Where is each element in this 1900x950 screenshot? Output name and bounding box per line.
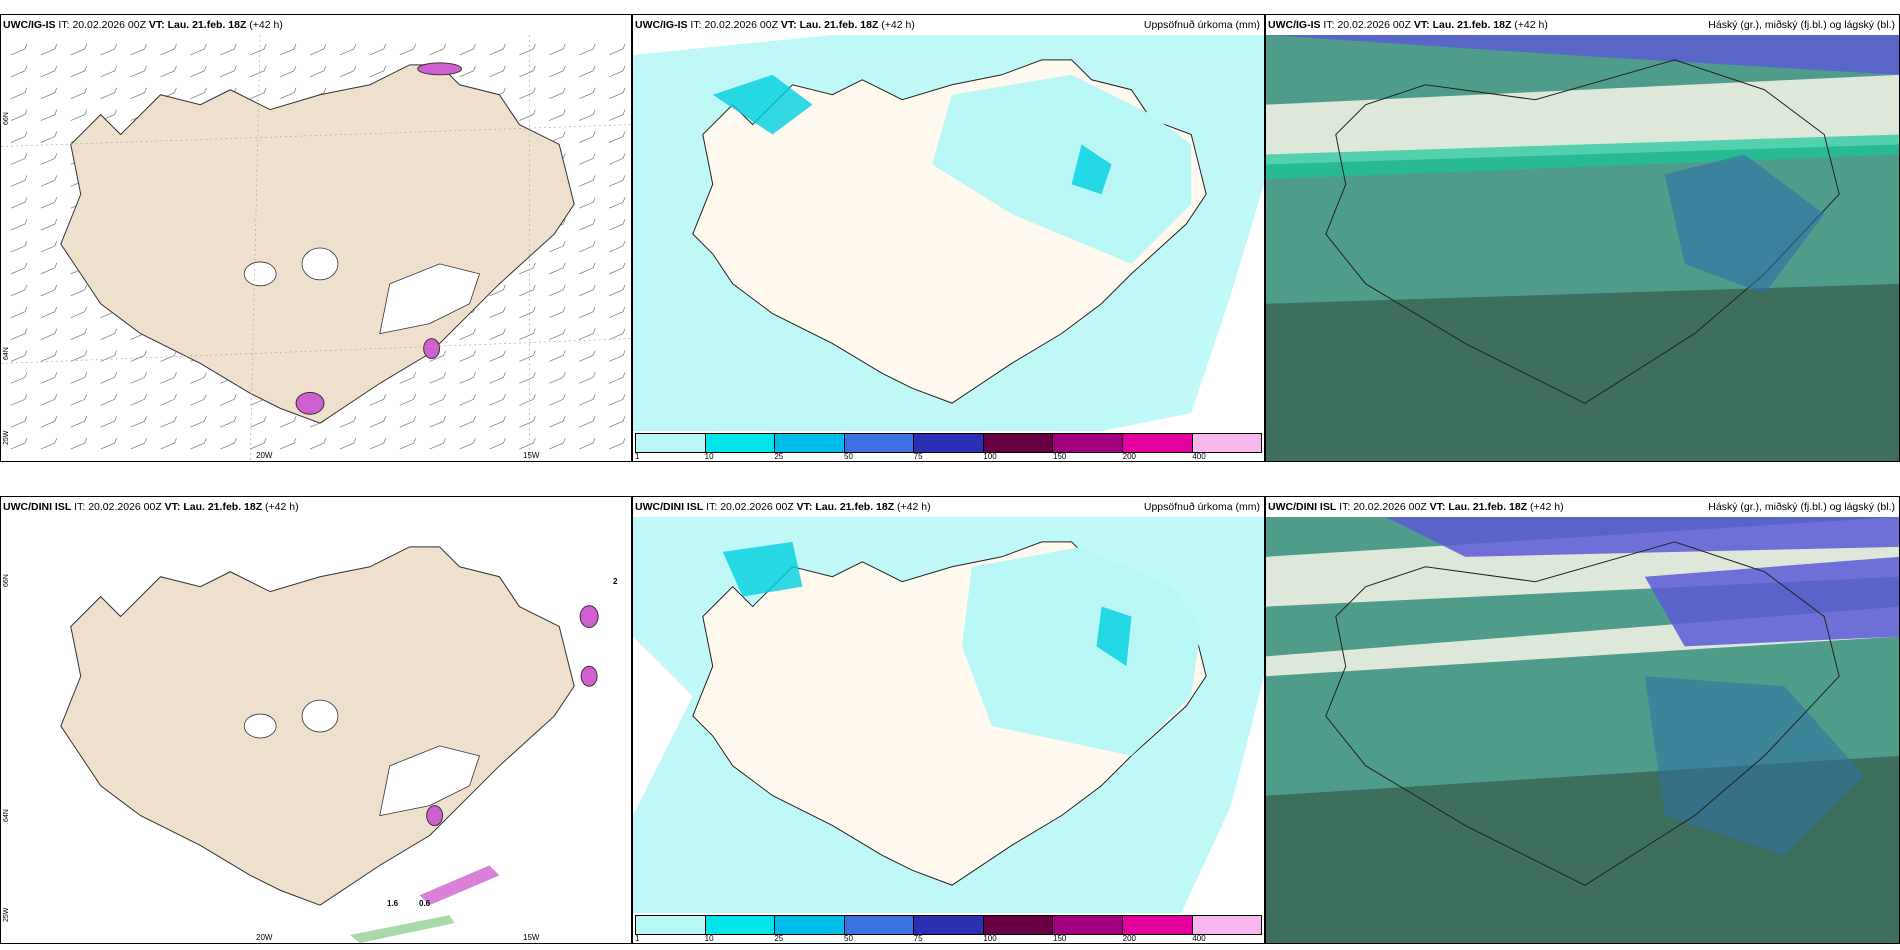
colorbar-label: 100 (983, 452, 997, 461)
panel-wind-bottom: UWC/DINI ISL IT: 20.02.2026 00Z VT: Lau.… (0, 496, 632, 944)
precip-colorbar: 1 10 25 50 75 100 150 200 400 (635, 433, 1262, 461)
lat-label: 25W (3, 907, 10, 922)
colorbar-label: 50 (844, 452, 853, 461)
wind-map[interactable] (1, 35, 631, 461)
colorbar-label: 75 (913, 452, 923, 461)
colorbar-label: 400 (1192, 934, 1206, 943)
cloud-map[interactable] (1266, 517, 1899, 943)
lat-label: 64N (3, 347, 10, 360)
wind-map[interactable] (1, 517, 631, 943)
lon-label: 15W (523, 933, 540, 942)
lon-label: 15W (523, 451, 540, 460)
colorbar-swatch (705, 916, 776, 934)
panel-title: Uppsöfnuð úrkoma (mm) (1143, 19, 1260, 31)
colorbar-label: 10 (704, 934, 714, 943)
precip-map[interactable] (633, 517, 1264, 913)
colorbar-label: 75 (913, 934, 923, 943)
colorbar-label: 1 (635, 934, 640, 943)
colorbar-swatch (1192, 434, 1262, 452)
colorbar-label: 400 (1192, 452, 1206, 461)
panel-title: Háský (gr.), miðský (fj.bl.) og lágský (… (1708, 19, 1895, 31)
colorbar-swatch (844, 434, 915, 452)
colorbar-swatch (705, 434, 776, 452)
colorbar-swatch (983, 916, 1054, 934)
colorbar-label: 200 (1122, 452, 1137, 461)
colorbar-swatch (636, 434, 706, 452)
colorbar-swatch (1192, 916, 1262, 934)
colorbar-label: 200 (1122, 934, 1137, 943)
colorbar-label: 50 (844, 934, 853, 943)
panel-title: Uppsöfnuð úrkoma (mm) (1143, 501, 1260, 513)
lat-label: 66N (3, 112, 10, 125)
lon-label: 20W (256, 451, 273, 460)
panel-header: UWC/DINI ISL IT: 20.02.2026 00Z VT: Lau.… (633, 497, 1264, 517)
colorbar-label: 150 (1053, 934, 1067, 943)
colorbar-swatch (844, 916, 915, 934)
colorbar-label: 1 (635, 452, 640, 461)
colorbar-swatch (1053, 916, 1123, 934)
panel-header: UWC/IG-IS IT: 20.02.2026 00Z VT: Lau. 21… (3, 19, 283, 31)
lon-label: 20W (256, 933, 273, 942)
colorbar-swatch (914, 916, 984, 934)
pressure-label: 2 (613, 577, 618, 586)
panel-precip-top: UWC/IG-IS IT: 20.02.2026 00Z VT: Lau. 21… (632, 14, 1265, 462)
panel-wind-top: UWC/IG-IS IT: 20.02.2026 00Z VT: Lau. 21… (0, 14, 632, 462)
panel-header: UWC/DINI ISL IT: 20.02.2026 00Z VT: Lau.… (1266, 497, 1899, 517)
precip-map[interactable] (633, 35, 1264, 431)
panel-cloud-bottom: UWC/DINI ISL IT: 20.02.2026 00Z VT: Lau.… (1265, 496, 1900, 944)
panel-title: Háský (gr.), miðský (fj.bl.) og lágský (… (1708, 501, 1895, 513)
pressure-label: 0.6 (419, 899, 431, 908)
panel-header: UWC/IG-IS IT: 20.02.2026 00Z VT: Lau. 21… (1266, 15, 1899, 35)
colorbar-swatch (1122, 916, 1193, 934)
colorbar-swatch (1053, 434, 1123, 452)
colorbar-swatch (636, 916, 706, 934)
cloud-map[interactable] (1266, 35, 1899, 461)
panel-precip-bottom: UWC/DINI ISL IT: 20.02.2026 00Z VT: Lau.… (632, 496, 1265, 944)
colorbar-swatch (914, 434, 984, 452)
colorbar-swatch (775, 916, 845, 934)
lat-label: 64N (3, 809, 10, 822)
panel-cloud-top: UWC/IG-IS IT: 20.02.2026 00Z VT: Lau. 21… (1265, 14, 1900, 462)
colorbar-label: 100 (983, 934, 997, 943)
panel-header: UWC/IG-IS IT: 20.02.2026 00Z VT: Lau. 21… (633, 15, 1264, 35)
precip-colorbar: 1 10 25 50 75 100 150 200 400 (635, 915, 1262, 943)
pressure-label: 1.6 (387, 899, 399, 908)
colorbar-swatch (1122, 434, 1193, 452)
colorbar-swatch (983, 434, 1054, 452)
colorbar-label: 150 (1053, 452, 1067, 461)
colorbar-swatch (775, 434, 845, 452)
panel-header: UWC/DINI ISL IT: 20.02.2026 00Z VT: Lau.… (3, 501, 299, 513)
lat-label: 66N (3, 574, 10, 587)
colorbar-label: 10 (704, 452, 714, 461)
colorbar-label: 25 (774, 452, 784, 461)
lat-label: 25W (3, 430, 10, 445)
colorbar-label: 25 (774, 934, 784, 943)
